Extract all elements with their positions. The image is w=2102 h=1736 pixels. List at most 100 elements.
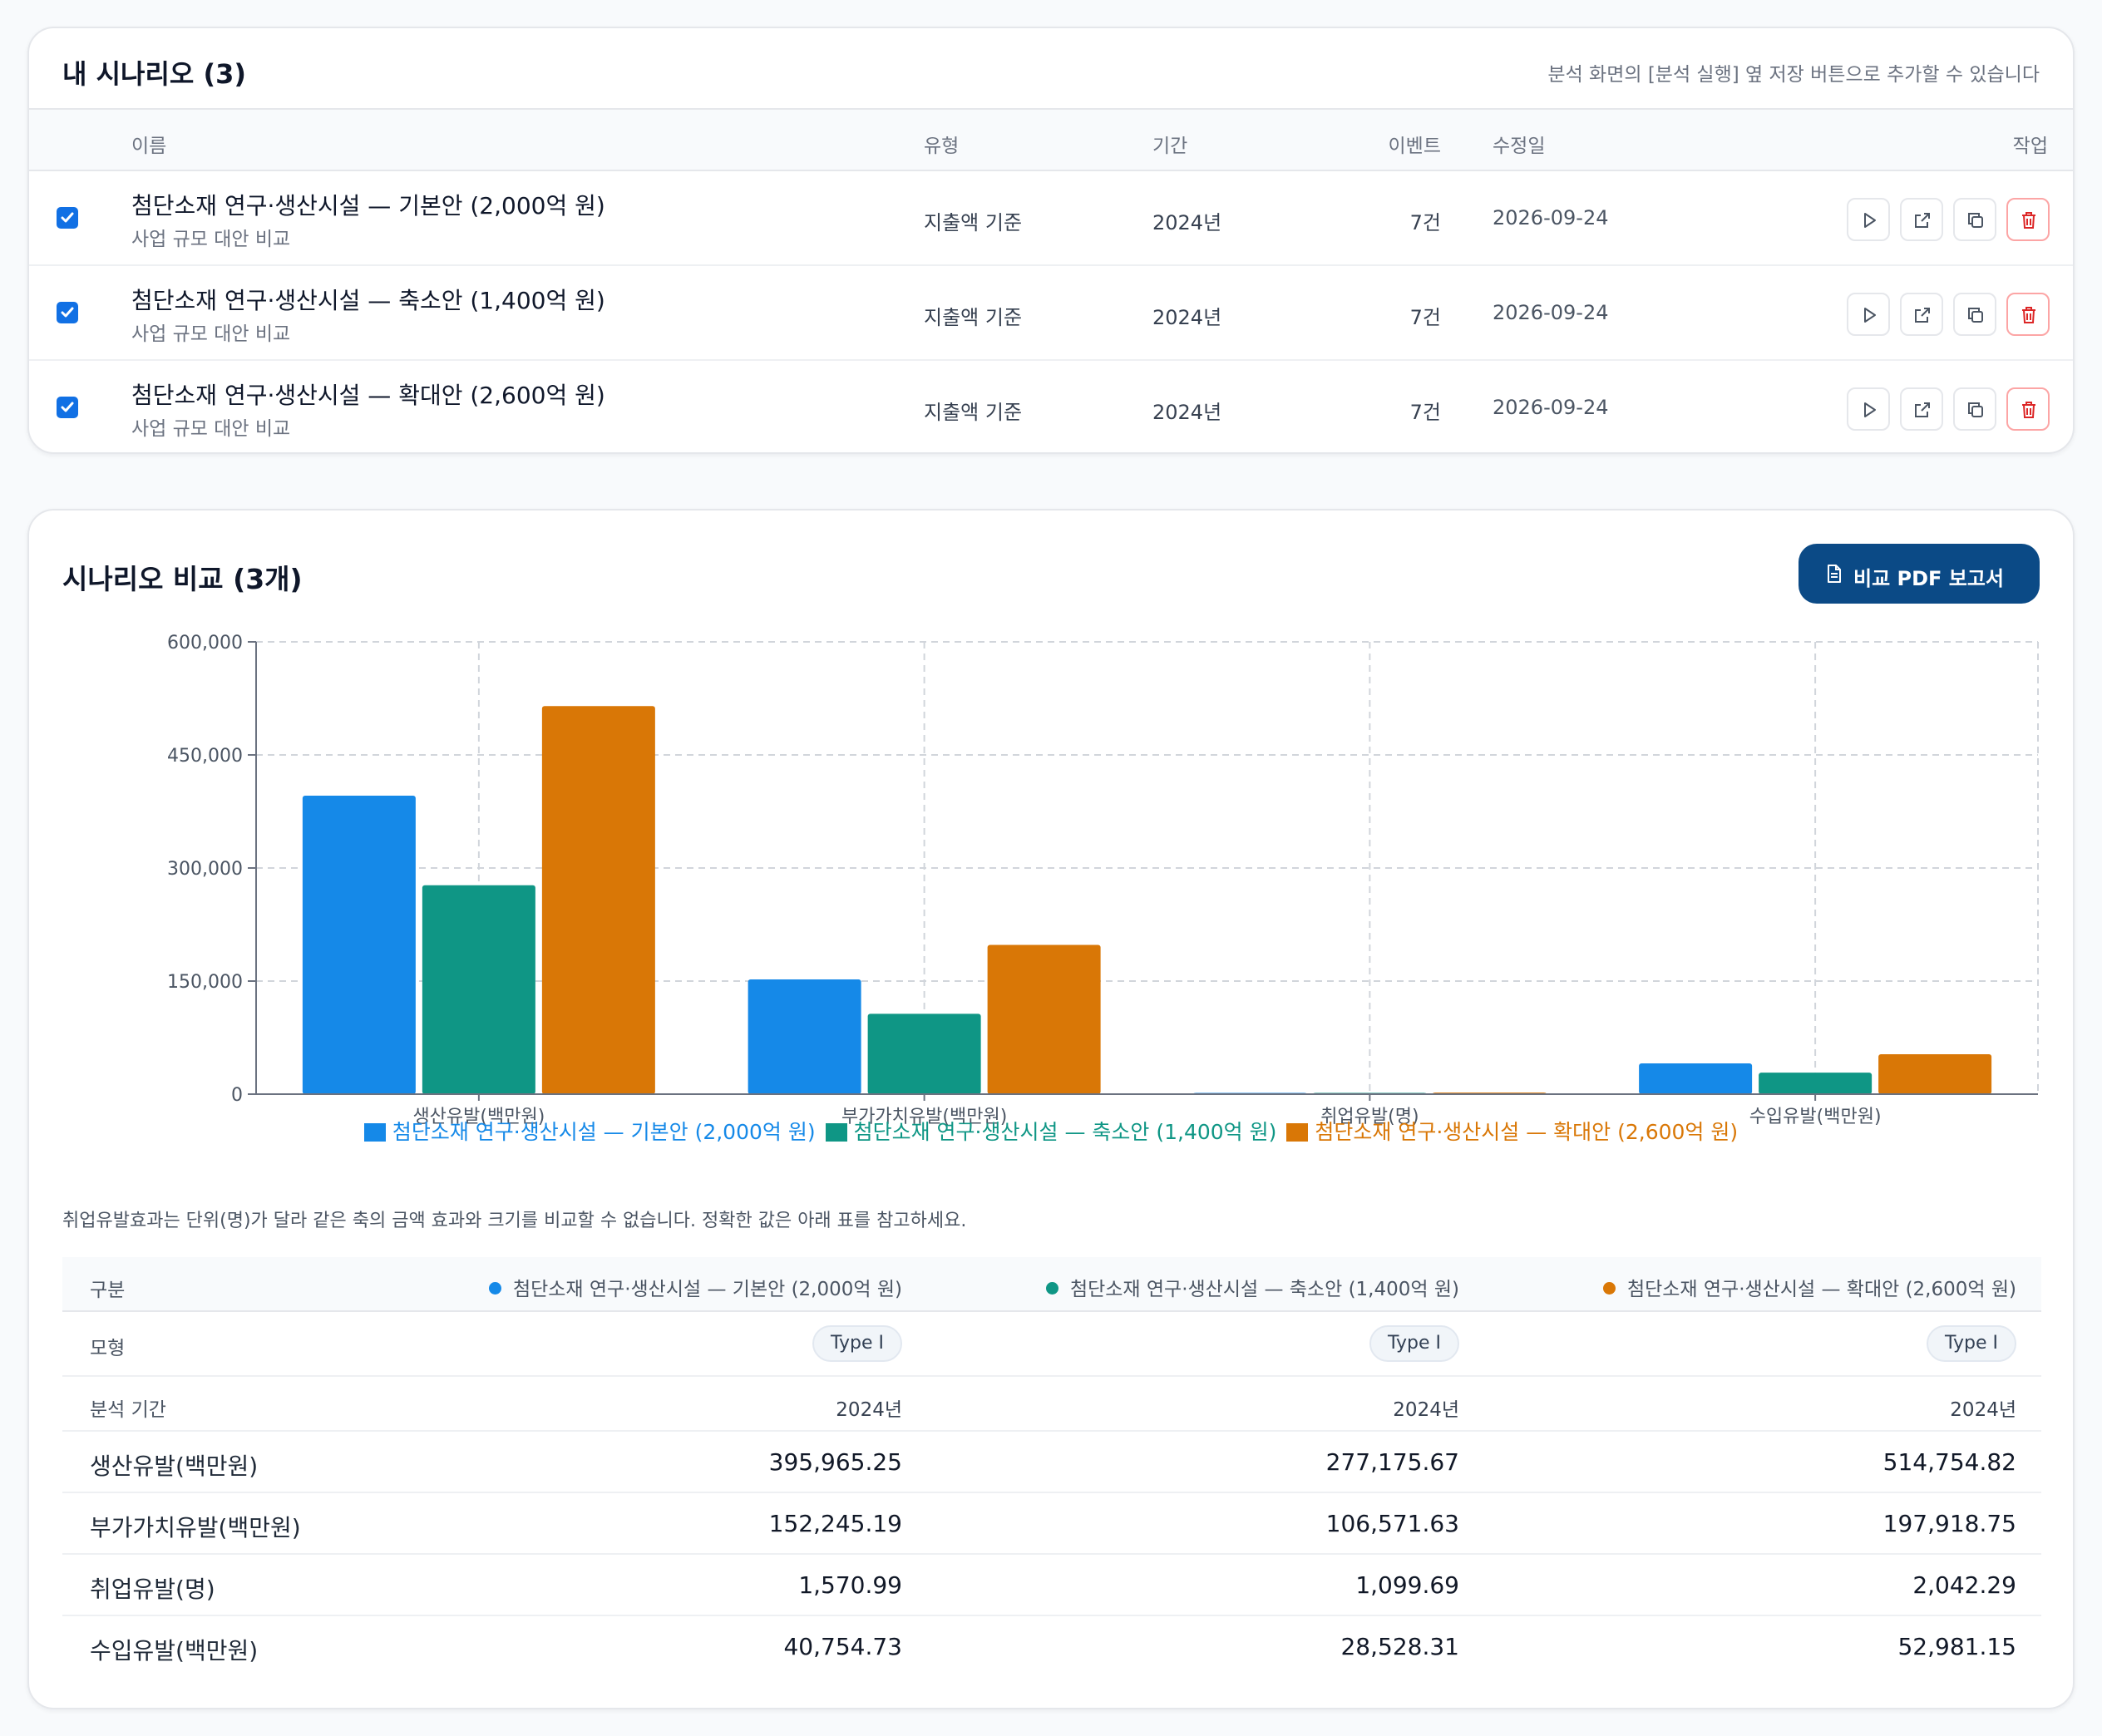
legend-label: 첨단소재 연구·생산시설 — 기본안 (2,000억 원) (392, 1120, 816, 1144)
scenario-events: 7건 (1409, 211, 1441, 234)
scenario-checkbox[interactable] (57, 207, 78, 229)
col-actions: 작업 (2012, 136, 2048, 157)
my-scenarios-title: 내 시나리오 (3) (62, 58, 246, 90)
open-button[interactable] (1900, 198, 1943, 241)
metric-value: 28,528.31 (1340, 1633, 1459, 1660)
scenario-table-header: 이름 유형 기간 이벤트 수정일 작업 (29, 110, 2073, 171)
legend-swatch (825, 1123, 847, 1142)
legend-item[interactable]: 첨단소재 연구·생산시설 — 축소안 (1,400억 원) (825, 1116, 1277, 1146)
scenario-checkbox[interactable] (57, 397, 78, 418)
y-tick-label: 600,000 (167, 633, 243, 653)
x-tick-label: 부가가치유발(백만원) (841, 1107, 1007, 1127)
open-button[interactable] (1900, 293, 1943, 336)
external-link-icon (1915, 402, 1930, 417)
copy-icon (1968, 308, 1983, 323)
scenario-period: 2024년 (1152, 306, 1222, 329)
duplicate-button[interactable] (1953, 387, 1996, 431)
bar (987, 944, 1101, 1094)
legend-label: 첨단소재 연구·생산시설 — 축소안 (1,400억 원) (853, 1120, 1277, 1144)
metric-value: 395,965.25 (768, 1448, 902, 1476)
metric-label: 생산유발(백만원) (90, 1452, 259, 1480)
metric-value: 40,754.73 (783, 1633, 902, 1660)
scenario-name[interactable]: 첨단소재 연구·생산시설 — 기본안 (2,000억 원) (131, 192, 605, 219)
bar (748, 979, 861, 1094)
pdf-report-button[interactable]: 비교 PDF 보고서 (1799, 544, 2040, 604)
col-name: 이름 (131, 136, 167, 157)
column-header: 첨단소재 연구·생산시설 — 축소안 (1,400억 원) (1045, 1273, 1459, 1301)
scenario-name[interactable]: 첨단소재 연구·생산시설 — 확대안 (2,600억 원) (131, 382, 605, 409)
col-events: 이벤트 (1388, 136, 1441, 157)
legend-swatch (363, 1123, 386, 1142)
run-button[interactable] (1847, 198, 1890, 241)
run-button[interactable] (1847, 293, 1890, 336)
bar (1639, 1063, 1753, 1094)
run-button[interactable] (1847, 387, 1890, 431)
scenario-modified: 2026-09-24 (1493, 396, 1609, 419)
model-label: 모형 (90, 1338, 126, 1359)
column-header-label: 첨단소재 연구·생산시설 — 확대안 (2,600억 원) (1626, 1279, 2016, 1300)
scenario-modified: 2026-09-24 (1493, 301, 1609, 324)
legend-label: 첨단소재 연구·생산시설 — 확대안 (2,600억 원) (1315, 1120, 1739, 1144)
scenario-description: 사업 규모 대안 비교 (131, 418, 291, 440)
bar (1759, 1073, 1873, 1094)
copy-icon (1968, 402, 1983, 417)
scenario-description: 사업 규모 대안 비교 (131, 323, 291, 345)
series-dot (488, 1282, 501, 1295)
period-value: 2024년 (1393, 1399, 1459, 1421)
external-link-icon (1915, 213, 1930, 228)
pdf-report-label: 비교 PDF 보고서 (1853, 567, 2005, 590)
period-value: 2024년 (836, 1399, 902, 1421)
x-tick-label: 생산유발(백만원) (412, 1107, 545, 1127)
col-type: 유형 (924, 136, 960, 157)
metric-label: 수입유발(백만원) (90, 1637, 259, 1664)
comparison-title: 시나리오 비교 (3개) (62, 563, 303, 595)
metric-label: 부가가치유발(백만원) (90, 1514, 301, 1541)
header-label: 구분 (90, 1280, 126, 1301)
comparison-bar-chart: 0 150,000 300,000 450,000 600,000 생산유발(백만원) 부가… (167, 633, 2039, 1127)
bar (302, 795, 416, 1094)
scenario-row: 첨단소재 연구·생산시설 — 확대안 (2,600억 원) 사업 규모 대안 비교… (29, 361, 2073, 456)
metric-value: 514,754.82 (1882, 1448, 2016, 1476)
scenario-type: 지출액 기준 (924, 306, 1023, 329)
metric-row: 생산유발(백만원) 395,965.25 277,175.67 514,754.82 (62, 1432, 2041, 1493)
scenario-checkbox[interactable] (57, 302, 78, 323)
scenario-period: 2024년 (1152, 401, 1222, 424)
metric-value: 197,918.75 (1882, 1510, 2016, 1537)
trash-icon (2022, 212, 2035, 229)
play-icon (1864, 402, 1876, 417)
chart-legend: 첨단소재 연구·생산시설 — 기본안 (2,000억 원) 첨단소재 연구·생산시… (29, 1116, 2073, 1149)
external-link-icon (1915, 308, 1930, 323)
series-dot (1045, 1282, 1058, 1295)
col-period: 기간 (1152, 136, 1188, 157)
comparison-card: 시나리오 비교 (3개) 비교 PDF 보고서 0 150,000 300,000 4… (27, 509, 2075, 1709)
document-icon (1828, 565, 1841, 583)
delete-button[interactable] (2006, 198, 2050, 241)
x-tick-label: 수입유발(백만원) (1749, 1107, 1882, 1127)
legend-item[interactable]: 첨단소재 연구·생산시설 — 기본안 (2,000억 원) (363, 1116, 816, 1146)
scenario-period: 2024년 (1152, 211, 1222, 234)
period-value: 2024년 (1950, 1399, 2016, 1421)
y-tick-label: 150,000 (167, 972, 243, 993)
metric-value: 2,042.29 (1912, 1571, 2016, 1599)
bar (1878, 1053, 1992, 1094)
model-badge: Type I (1369, 1325, 1459, 1362)
play-icon (1864, 308, 1876, 323)
scenario-name[interactable]: 첨단소재 연구·생산시설 — 축소안 (1,400억 원) (131, 287, 605, 314)
model-badge: Type I (1926, 1325, 2016, 1362)
duplicate-button[interactable] (1953, 293, 1996, 336)
delete-button[interactable] (2006, 293, 2050, 336)
scenario-modified: 2026-09-24 (1493, 206, 1609, 229)
x-tick-label: 취업유발(명) (1320, 1107, 1419, 1127)
delete-button[interactable] (2006, 387, 2050, 431)
legend-item[interactable]: 첨단소재 연구·생산시설 — 확대안 (2,600억 원) (1286, 1116, 1738, 1146)
metric-value: 277,175.67 (1325, 1448, 1459, 1476)
metric-row: 수입유발(백만원) 40,754.73 28,528.31 52,981.15 (62, 1616, 2041, 1678)
trash-icon (2022, 402, 2035, 418)
duplicate-button[interactable] (1953, 198, 1996, 241)
column-header-label: 첨단소재 연구·생산시설 — 기본안 (2,000억 원) (512, 1279, 902, 1300)
metric-value: 1,570.99 (798, 1571, 902, 1599)
model-row: 모형 Type I Type I Type I (62, 1312, 2041, 1377)
open-button[interactable] (1900, 387, 1943, 431)
my-scenarios-hint: 분석 화면의 [분석 실행] 옆 저장 버튼으로 추가할 수 있습니다 (1547, 64, 2040, 86)
chart-note: 취업유발효과는 단위(명)가 달라 같은 축의 금액 효과와 크기를 비교할 수… (62, 1211, 967, 1231)
